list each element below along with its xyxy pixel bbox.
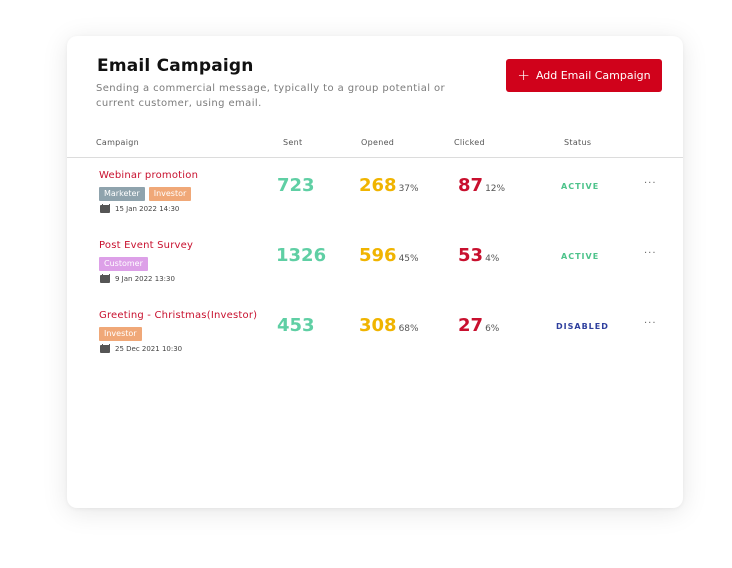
sent-value: 453 (277, 315, 315, 336)
opened-percent: 37% (398, 184, 419, 194)
status-badge: ACTIVE (561, 252, 600, 261)
calendar-icon (100, 274, 110, 283)
campaign-tags: Marketer Investor (99, 187, 192, 201)
add-email-campaign-button[interactable]: + Add Email Campaign (506, 59, 662, 92)
clicked-value: 53 (458, 245, 484, 266)
campaign-name[interactable]: Webinar promotion (99, 170, 199, 181)
campaign-card: Email Campaign Sending a commercial mess… (67, 36, 683, 508)
column-header-campaign: Campaign (96, 138, 140, 147)
campaign-date-text: 9 Jan 2022 13:30 (115, 274, 175, 283)
opened-count: 268 37% (359, 175, 419, 196)
clicked-percent: 12% (485, 184, 506, 194)
table-row[interactable]: Webinar promotion Marketer Investor 15 J… (67, 170, 683, 230)
sent-count: 723 (277, 175, 315, 196)
calendar-icon (100, 344, 110, 353)
campaign-date: 9 Jan 2022 13:30 (100, 274, 175, 283)
opened-count: 596 45% (359, 245, 419, 266)
campaign-tags: Customer (99, 257, 148, 271)
more-options-icon[interactable]: ··· (644, 178, 657, 189)
opened-percent: 45% (398, 254, 419, 264)
clicked-value: 87 (458, 175, 484, 196)
column-header-opened: Opened (361, 138, 395, 147)
table-row[interactable]: Greeting - Christmas(Investor) Investor … (67, 310, 683, 370)
calendar-icon (100, 204, 110, 213)
status-badge: ACTIVE (561, 182, 600, 191)
clicked-count: 27 6% (458, 315, 499, 336)
tag-badge: Customer (99, 257, 148, 271)
page-title: Email Campaign (97, 56, 254, 76)
sent-value: 1326 (276, 245, 327, 266)
page-subtitle: Sending a commercial message, typically … (96, 83, 446, 109)
campaign-date-text: 25 Dec 2021 10:30 (115, 344, 183, 353)
clicked-count: 53 4% (458, 245, 499, 266)
tag-badge: Investor (99, 327, 142, 341)
table-row[interactable]: Post Event Survey Customer 9 Jan 2022 13… (67, 240, 683, 300)
clicked-percent: 6% (485, 324, 500, 334)
tag-badge: Investor (148, 187, 192, 201)
plus-icon: + (517, 66, 530, 84)
campaign-date: 15 Jan 2022 14:30 (100, 204, 179, 213)
clicked-count: 87 12% (458, 175, 505, 196)
more-options-icon[interactable]: ··· (644, 248, 657, 259)
opened-percent: 68% (398, 324, 419, 334)
campaign-tags: Investor (99, 327, 142, 341)
campaign-date: 25 Dec 2021 10:30 (100, 344, 182, 353)
tag-badge: Marketer (99, 187, 145, 201)
status-badge: DISABLED (556, 322, 609, 331)
column-header-clicked: Clicked (454, 138, 485, 147)
opened-value: 308 (359, 315, 397, 336)
sent-count: 453 (277, 315, 315, 336)
header-divider (67, 157, 683, 158)
add-email-campaign-label: Add Email Campaign (535, 69, 651, 82)
column-header-status: Status (564, 138, 592, 147)
more-options-icon[interactable]: ··· (644, 318, 657, 329)
opened-value: 596 (359, 245, 397, 266)
sent-count: 1326 (276, 245, 326, 266)
sent-value: 723 (277, 175, 315, 196)
column-header-sent: Sent (283, 138, 303, 147)
opened-count: 308 68% (359, 315, 419, 336)
clicked-percent: 4% (485, 254, 500, 264)
campaign-name[interactable]: Greeting - Christmas(Investor) (99, 310, 258, 321)
campaign-date-text: 15 Jan 2022 14:30 (115, 204, 180, 213)
opened-value: 268 (359, 175, 397, 196)
campaign-name[interactable]: Post Event Survey (99, 240, 194, 251)
clicked-value: 27 (458, 315, 484, 336)
